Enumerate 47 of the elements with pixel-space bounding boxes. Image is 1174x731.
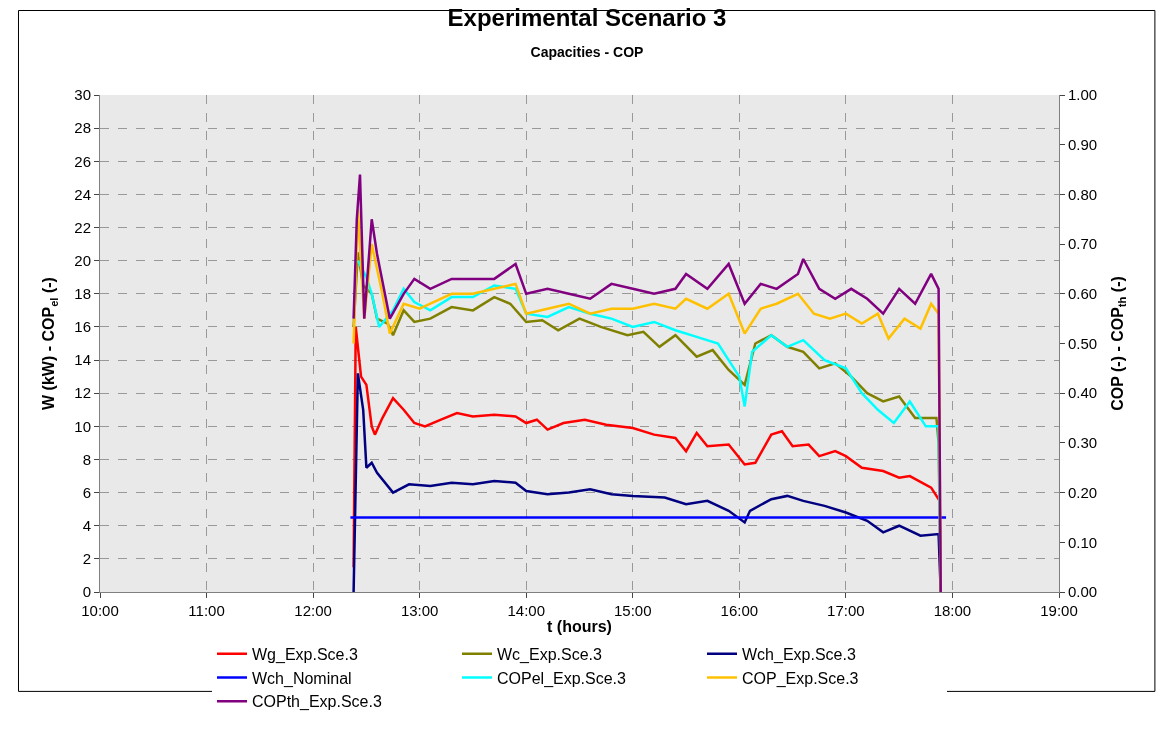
y-tick-label: 12 xyxy=(74,384,91,402)
y-tick-label: 2 xyxy=(82,550,91,568)
y2-tick-label: 0.20 xyxy=(1068,483,1098,501)
legend-label: COPth_Exp.Sce.3 xyxy=(252,693,382,712)
y-tick-label: 26 xyxy=(74,152,91,170)
y2-tick-label: 0.40 xyxy=(1068,384,1098,402)
y-tick-label: 8 xyxy=(82,450,91,468)
y2-tick-label: 0.70 xyxy=(1068,235,1098,253)
y-tick-label: 4 xyxy=(82,516,91,534)
y-tick-label: 6 xyxy=(82,483,91,501)
y2-tick-label: 0.30 xyxy=(1068,434,1098,452)
y-tick-label: 0 xyxy=(82,583,91,601)
x-tick-label: 18:00 xyxy=(933,602,972,619)
legend-label: Wg_Exp.Sce.3 xyxy=(252,645,358,664)
x-tick-label: 10:00 xyxy=(81,602,119,619)
y-tick-label: 14 xyxy=(74,351,91,369)
x-tick-label: 14:00 xyxy=(507,602,545,619)
y-tick-label: 24 xyxy=(74,185,91,203)
legend-label: Wch_Nominal xyxy=(252,669,352,688)
y2-tick-label: 1.00 xyxy=(1068,86,1098,104)
y2-tick-label: 0.00 xyxy=(1068,583,1098,601)
legend-label: COPel_Exp.Sce.3 xyxy=(497,669,627,688)
x-tick-label: 16:00 xyxy=(720,602,759,619)
x-tick-label: 15:00 xyxy=(614,602,652,619)
y2-tick-label: 0.90 xyxy=(1068,135,1098,153)
y-tick-label: 18 xyxy=(74,285,91,303)
x-tick-label: 12:00 xyxy=(294,602,332,619)
y-tick-label: 28 xyxy=(74,119,91,137)
y2-tick-label: 0.60 xyxy=(1068,285,1098,303)
x-tick-label: 17:00 xyxy=(827,602,865,619)
y-tick-label: 10 xyxy=(74,417,91,435)
y2-tick-label: 0.10 xyxy=(1068,533,1098,551)
x-axis-title: t (hours) xyxy=(547,617,612,635)
y-tick-label: 20 xyxy=(74,251,91,269)
legend-label: Wc_Exp.Sce.3 xyxy=(497,645,603,664)
y2-tick-label: 0.80 xyxy=(1068,185,1098,203)
line-series xyxy=(352,372,942,592)
chart-subtitle: Capacities - COP xyxy=(530,43,644,60)
y-tick-label: 16 xyxy=(74,318,91,336)
x-tick-label: 11:00 xyxy=(188,602,225,619)
legend-label: COP_Exp.Sce.3 xyxy=(742,669,859,688)
x-tick-label: 19:00 xyxy=(1040,602,1078,619)
y-tick-label: 30 xyxy=(74,86,91,104)
y2-tick-label: 0.50 xyxy=(1068,334,1098,352)
x-tick-label: 13:00 xyxy=(400,602,439,619)
y-tick-label: 22 xyxy=(74,218,91,236)
legend-label: Wch_Exp.Sce.3 xyxy=(742,645,856,664)
